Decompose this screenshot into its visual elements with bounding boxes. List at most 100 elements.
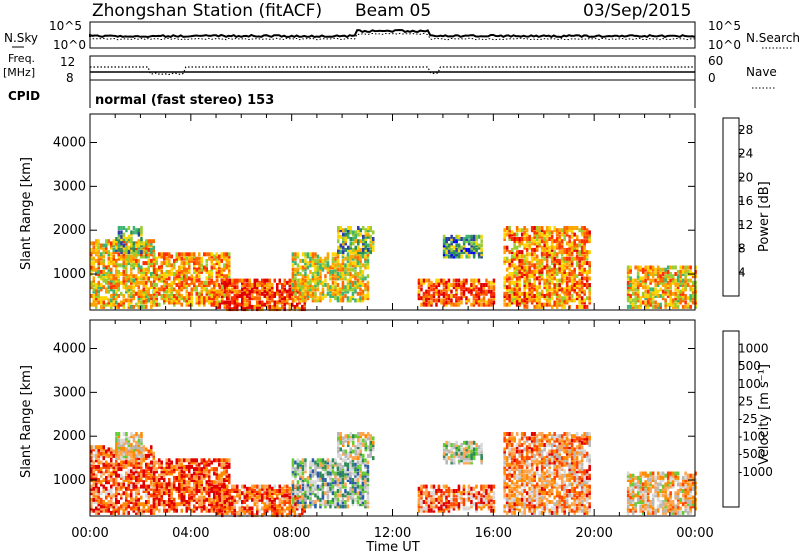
heatmap-cell [225, 252, 228, 257]
heatmap-cell [125, 471, 128, 476]
heatmap-cell [150, 261, 153, 266]
heatmap-cell [294, 469, 297, 474]
heatmap-cell [150, 239, 153, 244]
heatmap-cell [203, 473, 206, 478]
heatmap-cell [185, 261, 188, 266]
heatmap-cell [198, 265, 201, 270]
heatmap-cell [306, 287, 310, 292]
heatmap-cell [530, 237, 534, 241]
heatmap-cell [256, 508, 259, 513]
heatmap-cell [190, 473, 193, 478]
heatmap-cell [306, 475, 310, 480]
heatmap-cell [324, 502, 327, 507]
heatmap-cell [251, 491, 254, 496]
heatmap-cell [513, 283, 516, 287]
heatmap-cell [654, 283, 657, 287]
heatmap-cell [246, 289, 249, 294]
heatmap-cell [450, 298, 453, 303]
heatmap-cell [575, 243, 579, 248]
heatmap-cell [314, 280, 317, 285]
heatmap-cell [160, 278, 163, 283]
heatmap-cell [324, 294, 327, 298]
heatmap-cell [523, 298, 526, 303]
heatmap-cell [180, 272, 183, 276]
heatmap-cell [548, 274, 551, 279]
heatmap-cell [281, 497, 284, 502]
heatmap-cell [656, 283, 660, 287]
heatmap-cell [225, 458, 228, 463]
heatmap-cell [273, 513, 276, 518]
heatmap-cell [117, 285, 120, 290]
heatmap-cell [455, 243, 458, 248]
heatmap-cell [508, 228, 511, 233]
heatmap-cell [293, 502, 296, 507]
heatmap-cell [664, 291, 667, 296]
heatmap-cell [296, 497, 299, 502]
heatmap-cell [535, 237, 539, 241]
heatmap-cell [573, 232, 576, 237]
heatmap-cell [518, 243, 521, 248]
heatmap-cell [347, 247, 350, 252]
heatmap-cell [127, 445, 131, 450]
heatmap-cell [266, 283, 269, 287]
heatmap-cell [173, 261, 176, 266]
heatmap-cell [694, 269, 697, 274]
heatmap-cell [644, 274, 647, 279]
heatmap-cell [304, 478, 307, 482]
heatmap-cell [684, 285, 687, 290]
heatmap-cell [132, 475, 135, 480]
heatmap-cell [681, 294, 685, 298]
heatmap-cell [575, 294, 579, 298]
heatmap-cell [205, 508, 208, 513]
heatmap-cell [150, 300, 153, 305]
heatmap-cell [656, 302, 660, 307]
heatmap-cell [173, 300, 176, 305]
heatmap-cell [147, 243, 150, 248]
heatmap-cell [548, 267, 551, 272]
heatmap-cell [165, 298, 168, 303]
heatmap-cell [233, 294, 236, 298]
heatmap-cell [243, 493, 246, 498]
heatmap-cell [228, 283, 231, 287]
heatmap-cell [309, 294, 312, 298]
heatmap-cell [117, 473, 120, 478]
heatmap-cell [669, 294, 672, 298]
heatmap-cell [153, 469, 156, 474]
heatmap-cell [160, 471, 163, 476]
heatmap-cell [535, 265, 539, 270]
heatmap-cell [293, 495, 296, 500]
heatmap-cell [228, 269, 231, 274]
heatmap-cell [110, 278, 113, 283]
heatmap-cell [115, 482, 118, 487]
heatmap-cell [102, 300, 105, 305]
heatmap-cell [155, 504, 158, 509]
heatmap-cell [163, 480, 166, 485]
heatmap-cell [565, 287, 569, 292]
heatmap-cell [130, 495, 133, 500]
heatmap-cell [188, 458, 191, 463]
heatmap-cell [306, 274, 310, 279]
heatmap-cell [137, 294, 140, 298]
heatmap-cell [669, 289, 672, 294]
heatmap-cell [543, 280, 546, 285]
heatmap-cell [228, 265, 231, 270]
heatmap-cell [691, 291, 695, 296]
heatmap-cell [503, 228, 506, 233]
heatmap-cell [480, 285, 483, 290]
heatmap-cell [432, 283, 436, 287]
heatmap-cell [97, 510, 100, 515]
heatmap-cell [631, 280, 635, 285]
heatmap-cell [107, 285, 110, 290]
heatmap-cell [319, 504, 322, 509]
heatmap-cell [115, 486, 118, 491]
heatmap-cell [225, 497, 228, 502]
heatmap-cell [248, 508, 251, 513]
heatmap-cell [425, 294, 428, 298]
heatmap-cell [140, 232, 143, 237]
heatmap-cell [490, 289, 493, 294]
heatmap-cell [341, 458, 345, 463]
heatmap-cell [145, 247, 148, 252]
heatmap-cell [122, 304, 125, 309]
heatmap-cell [203, 283, 206, 287]
heatmap-cell [362, 237, 365, 241]
